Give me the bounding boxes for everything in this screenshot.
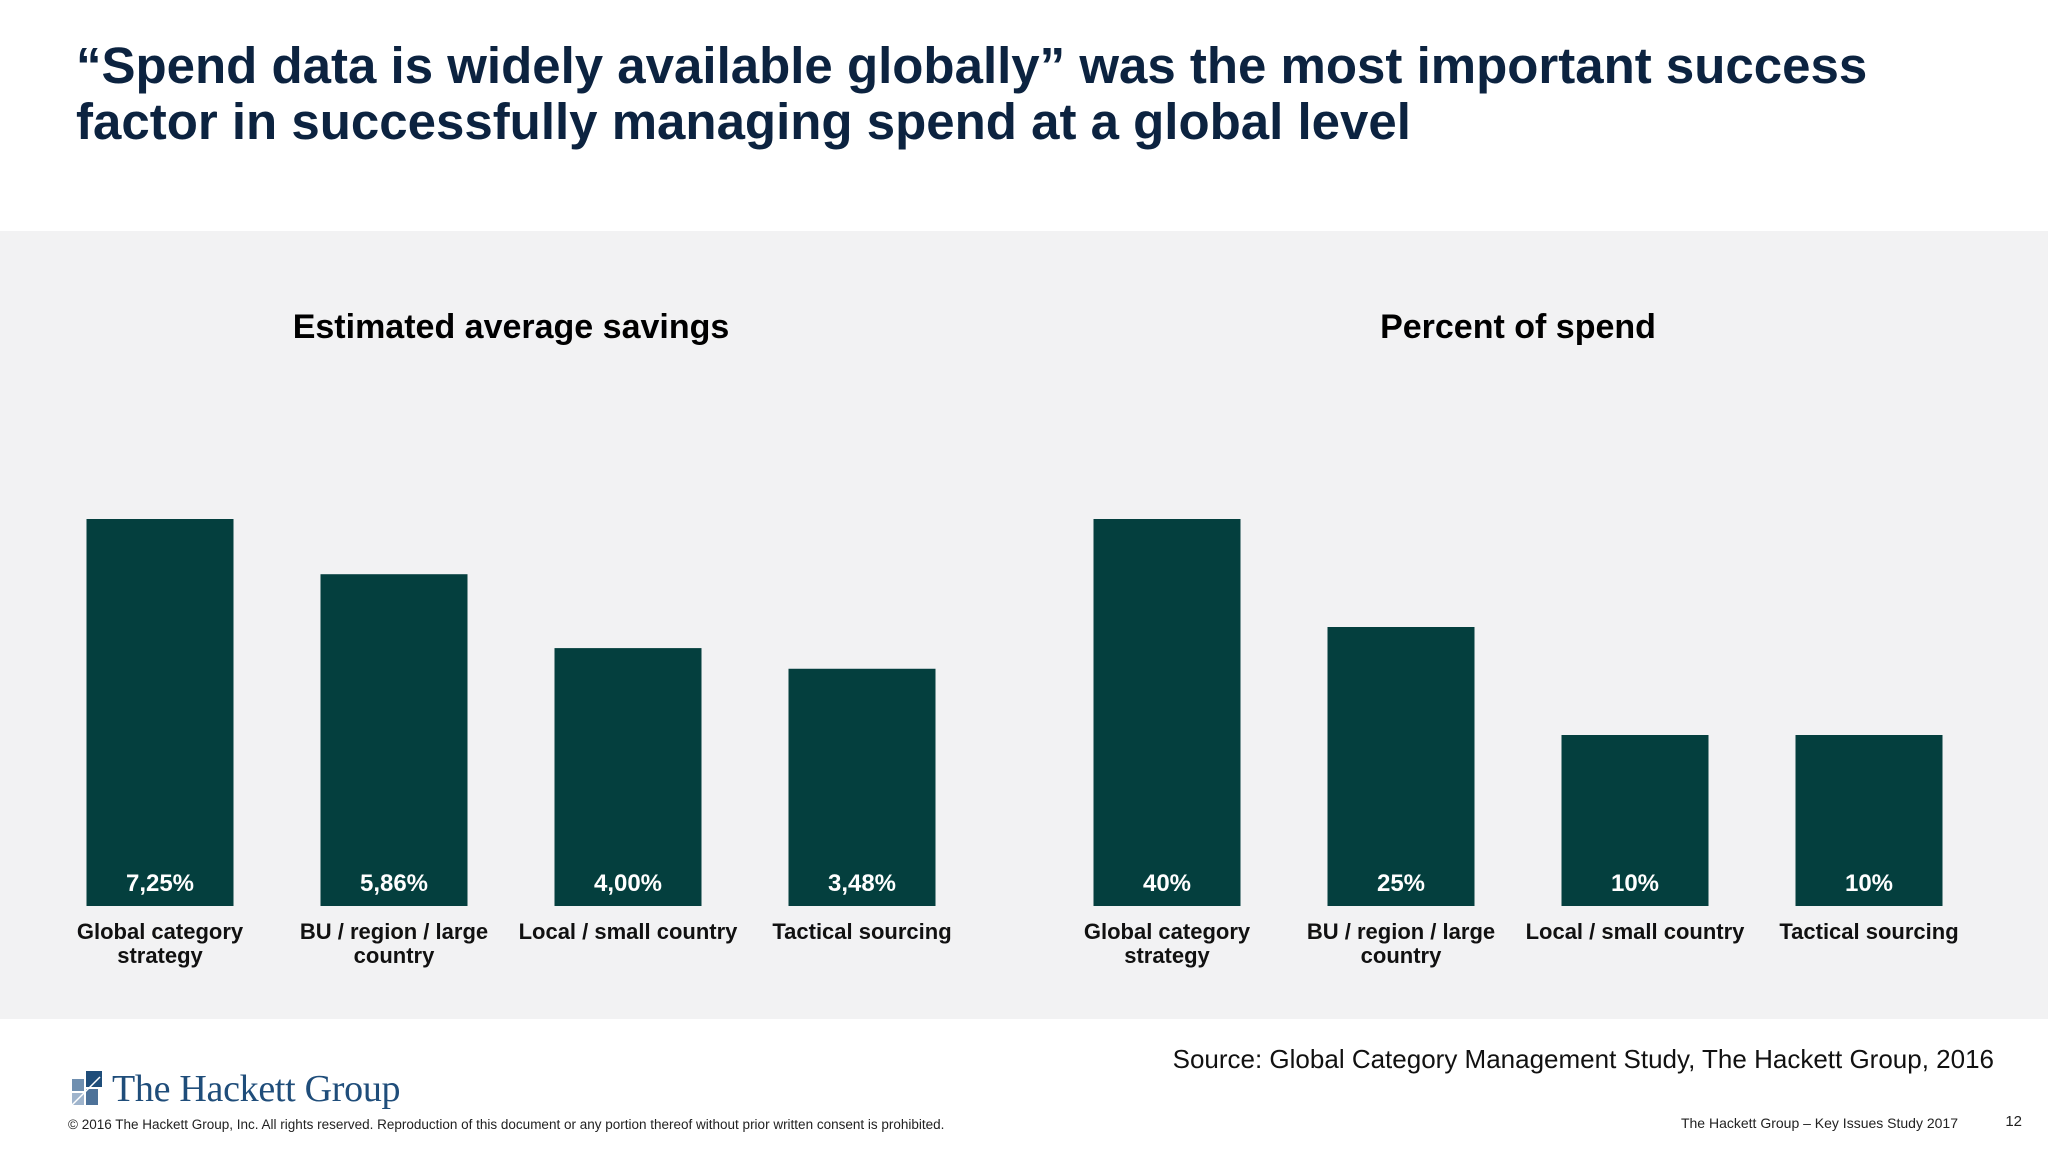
hackett-logo-icon: [72, 1071, 102, 1106]
category-label: Local / small country: [519, 919, 739, 944]
bar-chart-2: Percent of spend 40% Global categorystrate…: [1084, 308, 1959, 968]
bar-value-label: 3,48%: [828, 870, 896, 897]
bar-value-label: 10%: [1611, 870, 1659, 897]
study-label: The Hackett Group – Key Issues Study 201…: [1680, 1115, 1958, 1131]
bar: [554, 648, 702, 906]
chart-panel: Estimated average savings 7,25% Global cat…: [0, 231, 2048, 1019]
page-number: 12: [2005, 1113, 2022, 1130]
category-label: BU / region / large: [1307, 919, 1495, 944]
category-label: country: [1361, 943, 1442, 968]
bar-value-label: 25%: [1377, 870, 1425, 897]
category-label: BU / region / large: [300, 919, 488, 944]
slide-title: “Spend data is widely available globally…: [76, 37, 1868, 150]
bar-value-label: 10%: [1845, 870, 1893, 897]
category-label: Global category: [77, 919, 244, 944]
bar: [1327, 627, 1475, 906]
bar: [788, 668, 936, 906]
chart-title: Estimated average savings: [293, 308, 730, 346]
category-label: strategy: [117, 943, 203, 968]
bar-chart-1: Estimated average savings 7,25% Global cat…: [77, 308, 952, 968]
bar-value-label: 4,00%: [594, 870, 662, 897]
bar-value-label: 5,86%: [360, 870, 428, 897]
bar-value-label: 40%: [1143, 870, 1191, 897]
category-label: country: [354, 943, 435, 968]
bar: [1093, 519, 1241, 906]
bar-value-label: 7,25%: [126, 870, 194, 897]
category-label: Tactical sourcing: [1779, 919, 1958, 944]
company-logo[interactable]: The Hackett Group: [72, 1066, 401, 1112]
chart-title: Percent of spend: [1380, 308, 1656, 346]
bar: [1561, 735, 1709, 906]
bar: [86, 519, 234, 906]
category-label: Tactical sourcing: [772, 919, 951, 944]
category-label: Local / small country: [1526, 919, 1746, 944]
source-note: Source: Global Category Management Study…: [1172, 1044, 1994, 1074]
bar: [320, 574, 468, 906]
charts-area: Estimated average savings 7,25% Global cat…: [77, 308, 1959, 968]
category-label: strategy: [1124, 943, 1210, 968]
bar: [1795, 735, 1943, 906]
logo-text: The Hackett Group: [112, 1068, 401, 1110]
copyright-notice: © 2016 The Hackett Group, Inc. All right…: [68, 1117, 945, 1132]
category-label: Global category: [1084, 919, 1251, 944]
